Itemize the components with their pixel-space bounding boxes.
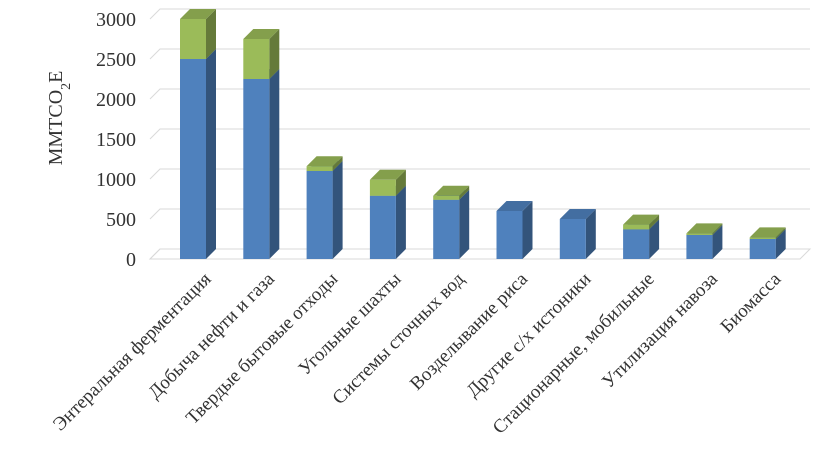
gridline (149, 88, 810, 100)
bar-8-series-1 (686, 223, 723, 235)
x-tick-label: Биомасса (717, 268, 786, 337)
bar-7-series-1 (623, 214, 660, 230)
bar-2-series-1 (306, 156, 343, 171)
y-tick-label: 3000 (96, 9, 136, 31)
bar-9-series-1 (749, 227, 786, 239)
bar-5-series-0 (496, 201, 533, 259)
y-tick-label: 2000 (96, 89, 136, 111)
bar-1-series-0 (243, 69, 280, 259)
gridline (149, 48, 810, 60)
bar-2-series-0 (306, 161, 343, 259)
bar-0-series-1 (180, 9, 216, 59)
gridline (149, 128, 810, 140)
y-axis-label: MMTCO2E (45, 71, 74, 166)
y-tick-label: 0 (126, 249, 136, 271)
y-tick-label: 500 (106, 209, 136, 231)
gridline (149, 168, 810, 180)
x-tick-label: Другие с/х истоники (463, 269, 596, 402)
bar-4-series-0 (433, 189, 470, 259)
bar-3-series-1 (369, 169, 406, 196)
bar-3-series-0 (369, 185, 406, 259)
y-tick-label: 1000 (96, 169, 136, 191)
gridlines (148, 8, 812, 260)
bar-4-series-1 (433, 185, 470, 200)
y-tick-label: 1500 (96, 129, 136, 151)
y-tick-label: 2500 (96, 49, 136, 71)
bar-1-series-1 (243, 29, 280, 79)
bars (180, 9, 786, 259)
bar-0-series-0 (180, 49, 216, 259)
gridline (149, 8, 810, 20)
y-axis: 0 500 1000 1500 2000 2500 3000 (96, 9, 136, 271)
x-tick-label: Возделывание риса (406, 268, 532, 394)
x-tick-label: Утилизация навоза (598, 268, 722, 392)
bar-6-series-0 (559, 209, 596, 259)
